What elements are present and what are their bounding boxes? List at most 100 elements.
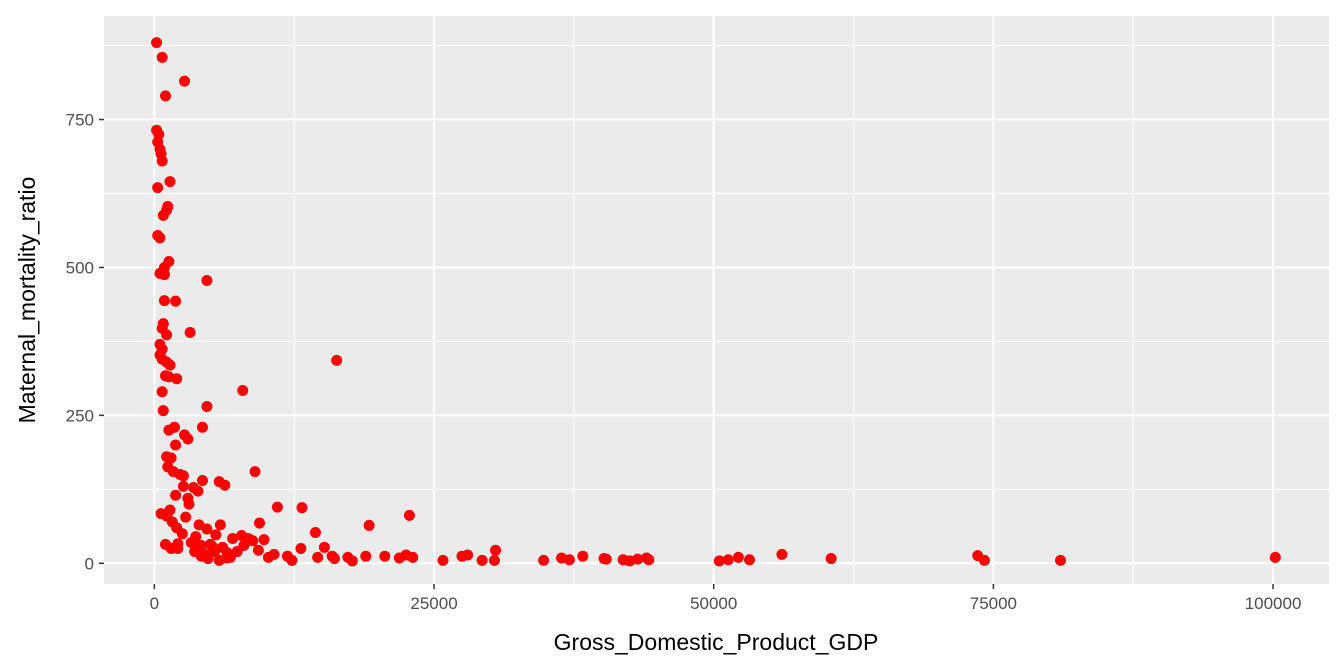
data-point: [164, 359, 176, 371]
data-point: [156, 51, 168, 63]
data-point: [201, 523, 213, 535]
data-point: [201, 274, 213, 286]
data-point: [185, 537, 197, 549]
data-point: [163, 424, 175, 436]
data-point: [224, 551, 236, 563]
data-points: [151, 37, 1281, 567]
data-point: [160, 90, 172, 102]
data-point: [152, 182, 164, 194]
data-point: [170, 489, 182, 501]
data-point: [161, 329, 173, 341]
x-tick-label: 0: [150, 594, 159, 613]
data-point: [643, 554, 655, 566]
data-point: [476, 554, 488, 566]
data-point: [407, 551, 419, 563]
data-point: [192, 485, 204, 497]
data-point: [360, 550, 372, 562]
data-point: [238, 540, 250, 552]
data-point: [158, 269, 170, 281]
data-point: [252, 544, 264, 556]
data-point: [180, 511, 192, 523]
y-tick-label: 250: [66, 406, 94, 425]
data-point: [184, 327, 196, 339]
data-point: [196, 421, 208, 433]
y-tick-label: 0: [85, 554, 94, 573]
x-tick-label: 50000: [690, 594, 737, 613]
data-point: [600, 553, 612, 565]
data-point: [403, 509, 415, 521]
data-point: [176, 528, 188, 540]
data-point: [247, 535, 259, 547]
minor-gridlines: [104, 16, 1329, 584]
data-point: [331, 354, 343, 366]
data-point: [214, 519, 226, 531]
data-point: [488, 554, 500, 566]
data-point: [632, 553, 644, 565]
data-point: [744, 554, 756, 566]
data-point: [177, 470, 189, 482]
data-point: [563, 554, 575, 566]
data-point: [201, 401, 213, 412]
data-point: [156, 386, 168, 398]
data-point: [462, 549, 474, 561]
data-point: [210, 529, 222, 541]
data-point: [722, 554, 734, 566]
plot-panel: [104, 16, 1329, 584]
data-point: [157, 405, 169, 417]
data-point: [171, 373, 183, 385]
data-point: [196, 474, 208, 486]
data-point: [732, 551, 744, 563]
data-point: [978, 554, 990, 566]
data-point: [346, 555, 358, 567]
data-point: [295, 543, 307, 554]
data-point: [237, 385, 249, 397]
data-point: [157, 209, 169, 221]
data-point: [538, 554, 550, 566]
data-point: [1269, 551, 1281, 563]
data-point: [379, 550, 391, 562]
data-point: [363, 519, 375, 531]
data-point: [296, 502, 308, 514]
data-point: [165, 452, 177, 464]
data-point: [825, 553, 837, 565]
x-axis-ticks: 0 25000 50000 75000 100000: [150, 584, 1302, 613]
data-point: [577, 550, 589, 562]
data-point: [318, 541, 330, 553]
data-point: [179, 75, 191, 87]
y-axis-title: Maternal_mortality_ratio: [14, 177, 40, 424]
data-point: [189, 545, 201, 557]
data-point: [326, 550, 338, 562]
data-point: [219, 479, 231, 491]
data-point: [204, 538, 216, 550]
data-point: [227, 532, 239, 544]
data-point: [776, 548, 788, 560]
data-point: [164, 176, 176, 188]
data-point: [1055, 554, 1067, 566]
data-point: [312, 551, 324, 563]
x-tick-label: 100000: [1245, 594, 1302, 613]
data-point: [183, 498, 195, 510]
data-point: [177, 480, 189, 492]
data-point: [713, 555, 725, 567]
data-point: [156, 155, 168, 167]
data-point: [170, 295, 182, 307]
data-point: [172, 543, 184, 554]
data-point: [286, 554, 298, 566]
data-point: [170, 439, 182, 451]
data-point: [254, 517, 266, 529]
data-point: [309, 527, 321, 539]
x-tick-label: 75000: [970, 594, 1017, 613]
data-point: [490, 544, 502, 556]
x-axis-title: Gross_Domestic_Product_GDP: [554, 629, 879, 655]
data-point: [158, 295, 170, 307]
data-point: [249, 466, 261, 478]
x-tick-label: 25000: [410, 594, 457, 613]
y-tick-label: 750: [66, 111, 94, 130]
data-point: [182, 433, 194, 445]
data-point: [258, 534, 270, 546]
data-point: [151, 37, 163, 49]
data-point: [154, 232, 166, 244]
y-tick-label: 500: [66, 258, 94, 277]
data-point: [262, 551, 274, 563]
